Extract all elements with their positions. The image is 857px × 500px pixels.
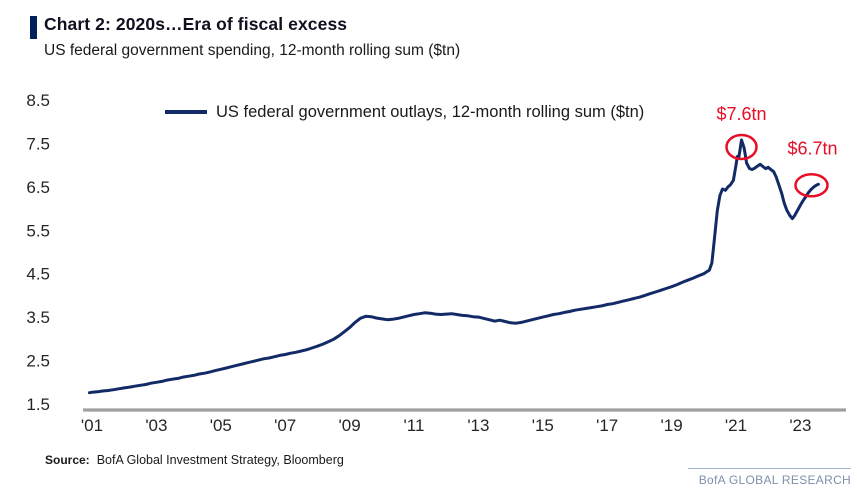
annotation-circle-icon <box>725 133 758 161</box>
x-tick-label: '05 <box>210 416 232 435</box>
source-prefix: Source: <box>45 453 90 467</box>
x-tick-label: '01 <box>81 416 103 435</box>
x-tick-label: '03 <box>145 416 167 435</box>
y-tick-label: 2.5 <box>26 352 50 371</box>
source-text: BofA Global Investment Strategy, Bloombe… <box>96 453 344 467</box>
chart-subtitle: US federal government spending, 12-month… <box>44 42 461 59</box>
x-tick-label: '17 <box>596 416 618 435</box>
chart-title: Chart 2: 2020s…Era of fiscal excess <box>44 14 348 34</box>
x-tick-label: '13 <box>467 416 489 435</box>
legend: US federal government outlays, 12-month … <box>165 101 644 123</box>
x-axis-tick-labels: '01 '03 '05 '07 '09 '11 '13 '15 '17 '19 '21 '23 <box>81 416 812 435</box>
footer-divider <box>688 468 851 469</box>
y-tick-label: 1.5 <box>26 395 50 414</box>
y-tick-label: 8.5 <box>26 91 50 110</box>
y-tick-label: 4.5 <box>26 265 50 284</box>
x-tick-label: '11 <box>404 416 425 435</box>
x-tick-label: '07 <box>274 416 296 435</box>
annotation-label: $6.7tn <box>787 138 837 158</box>
annotation-circle-icon <box>794 173 829 198</box>
x-tick-label: '23 <box>789 416 811 435</box>
y-tick-label: 5.5 <box>26 221 50 240</box>
annotations-layer: $7.6tn $6.7tn <box>716 104 838 198</box>
legend-line-sample-icon <box>165 110 207 114</box>
legend-label: US federal government outlays, 12-month … <box>216 102 645 121</box>
x-tick-label: '21 <box>725 416 747 435</box>
x-tick-label: '09 <box>339 416 361 435</box>
y-tick-label: 3.5 <box>26 308 50 327</box>
series-line-outlays <box>87 138 820 395</box>
x-tick-label: '15 <box>532 416 554 435</box>
source-note: Source: BofA Global Investment Strategy, … <box>45 453 344 467</box>
y-axis-tick-labels: 1.5 2.5 3.5 4.5 5.5 6.5 7.5 8.5 <box>26 91 50 414</box>
y-tick-label: 6.5 <box>26 178 50 197</box>
x-tick-label: '19 <box>661 416 683 435</box>
title-accent-bar <box>30 16 37 39</box>
y-tick-label: 7.5 <box>26 134 50 153</box>
brand-mark: BofA GLOBAL RESEARCH <box>698 473 851 487</box>
annotation-label: $7.6tn <box>716 104 766 124</box>
